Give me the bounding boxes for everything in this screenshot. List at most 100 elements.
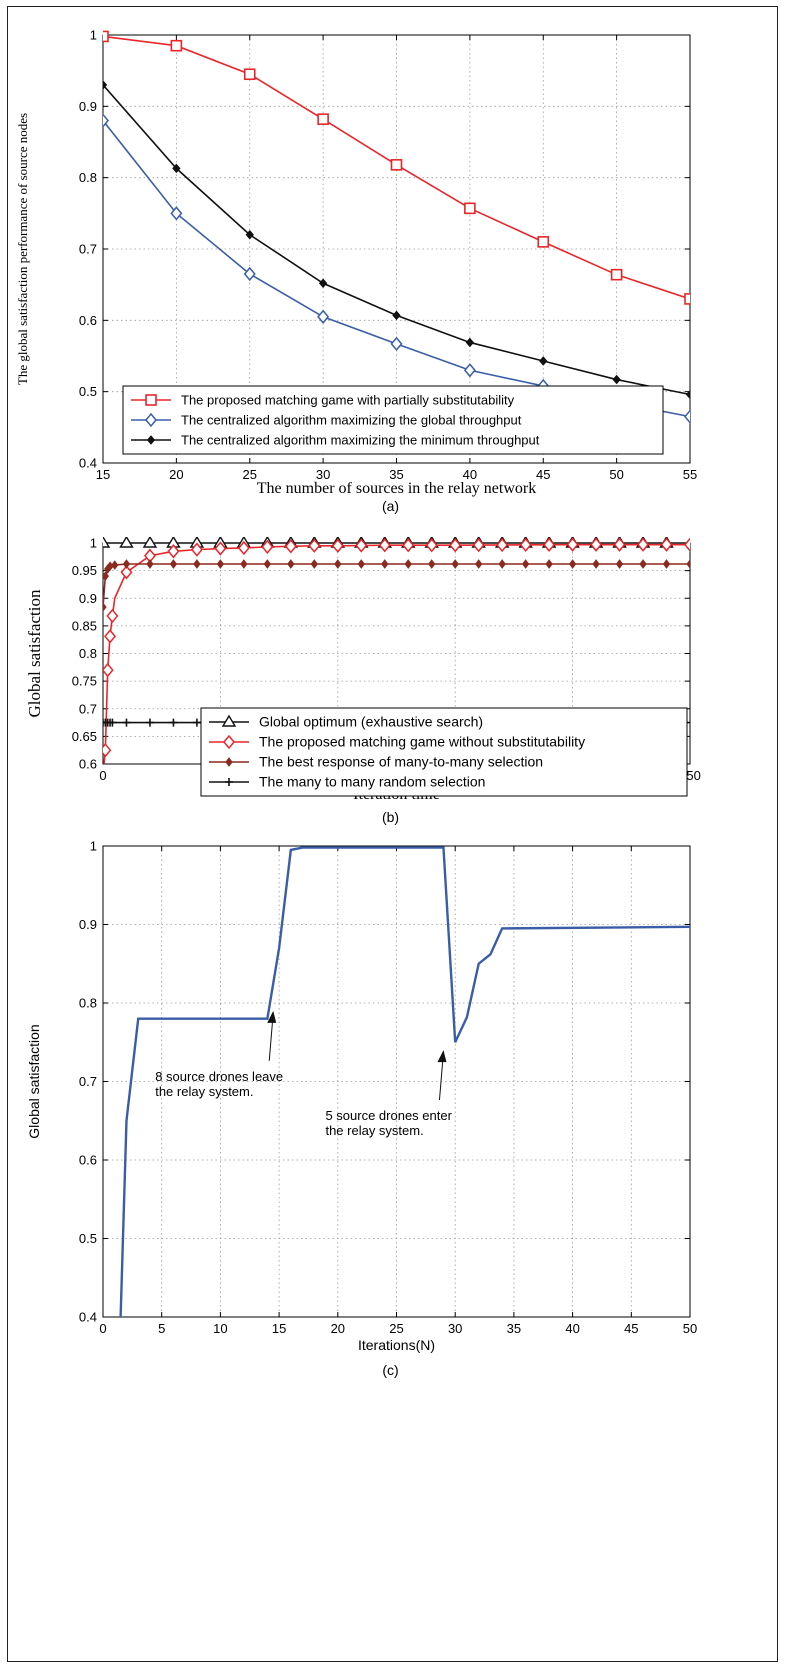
x-tick-label: 15 [272, 1321, 286, 1336]
data-point [685, 389, 690, 400]
panel-caption: (b) [382, 809, 399, 825]
legend-marker [145, 394, 157, 406]
legend-label: The many to many random selection [259, 774, 485, 790]
chart-panel-1: 15 20 25 30 35 40 45 50 55 0.4 0.5 0.6 0.7 0.8 0.9 1 The… [15, 28, 697, 515]
legend-item-2: The centralized algorithm maximizing the… [131, 413, 522, 428]
legend-marker [225, 778, 233, 786]
legend-label: Global optimum (exhaustive search) [259, 714, 483, 730]
data-point [317, 309, 330, 324]
x-axis-label: The number of sources in the relay netwo… [257, 480, 536, 497]
x-tick-label: 10 [213, 1321, 227, 1336]
series-3 [103, 80, 690, 400]
data-point [243, 68, 256, 81]
data-point [566, 537, 579, 552]
data-point [317, 113, 329, 125]
data-point [592, 559, 600, 569]
series-1 [103, 30, 690, 305]
x-tick-label: 55 [683, 467, 697, 482]
data-point [119, 537, 134, 548]
legend: The proposed matching game with partiall… [122, 385, 664, 455]
data-point [519, 537, 532, 553]
data-point [475, 559, 483, 569]
data-point [167, 544, 180, 559]
chart-panel-2: 0501001502002500.60.650.70.750.80.850.90… [25, 536, 701, 826]
data-point [172, 163, 181, 174]
data-point [331, 538, 344, 553]
x-tick-label: 50 [609, 467, 623, 482]
data-point [308, 538, 321, 553]
data-point [465, 337, 475, 348]
data-point [612, 374, 621, 385]
y-tick-label: 0.95 [72, 563, 97, 578]
x-tick-label: 30 [448, 1321, 462, 1336]
data-point [263, 559, 271, 569]
y-tick-label: 0.4 [79, 456, 97, 471]
data-point [142, 537, 158, 548]
data-point [568, 559, 577, 569]
data-point [318, 278, 328, 288]
data-point [662, 559, 671, 569]
data-point [104, 629, 117, 644]
data-point [111, 560, 119, 570]
data-point [245, 229, 254, 240]
x-tick-label: 25 [389, 1321, 403, 1336]
series-3 [103, 559, 690, 612]
data-point [284, 539, 297, 554]
data-point [103, 743, 112, 758]
data-point [684, 537, 690, 552]
legend-label: The centralized algorithm maximizing the… [181, 413, 522, 428]
data-point [615, 559, 624, 569]
data-point [543, 537, 556, 552]
y-tick-label: 0.7 [79, 1074, 97, 1089]
data-point [357, 559, 365, 569]
series-1 [119, 846, 690, 1317]
panel-caption: (c) [382, 1362, 398, 1378]
legend-label: The proposed matching game with partiall… [181, 393, 515, 408]
data-point [237, 540, 250, 556]
data-point [537, 236, 550, 248]
data-point [145, 718, 154, 727]
data-point [590, 537, 603, 552]
data-point [170, 39, 183, 52]
data-point [240, 559, 248, 569]
x-tick-label: 0 [99, 768, 106, 783]
data-point [390, 159, 403, 171]
x-tick-label: 40 [463, 467, 477, 482]
series-2 [103, 537, 690, 764]
data-point [193, 559, 201, 569]
x-tick-label: 35 [389, 467, 403, 482]
data-point [522, 559, 530, 569]
x-tick-label: 35 [507, 1321, 521, 1336]
data-point [610, 268, 623, 281]
data-point [464, 202, 476, 215]
y-tick-label: 0.8 [79, 996, 97, 1011]
x-tick-label: 25 [243, 467, 257, 482]
y-axis-label: Global satisfaction [26, 1024, 42, 1138]
y-tick-label: 0.9 [79, 917, 97, 932]
y-tick-label: 0.7 [79, 701, 97, 716]
legend-label: The best response of many-to-many select… [259, 754, 543, 770]
x-tick-label: 50 [683, 1321, 697, 1336]
legend: Global optimum (exhaustive search) The pr… [200, 707, 688, 797]
x-tick-label: 20 [169, 467, 183, 482]
data-point [243, 266, 256, 282]
y-tick-label: 0.6 [79, 1153, 97, 1168]
data-point [498, 559, 506, 569]
x-tick-label: 40 [565, 1321, 579, 1336]
data-point [106, 608, 119, 624]
x-tick-label: 20 [331, 1321, 345, 1336]
annotation-text: 5 source drones enter [325, 1108, 452, 1123]
legend-marker [146, 435, 156, 445]
y-tick-label: 0.85 [72, 618, 97, 633]
data-point [192, 718, 201, 727]
data-point [449, 538, 462, 553]
data-point [539, 356, 548, 366]
data-point [545, 559, 553, 569]
legend-item-3: The best response of many-to-many select… [209, 754, 543, 770]
y-tick-label: 1 [90, 28, 97, 43]
annotation-text: the relay system. [155, 1084, 253, 1099]
data-point [287, 559, 295, 569]
legend-item-1: Global optimum (exhaustive search) [209, 714, 483, 730]
data-point [496, 537, 509, 553]
